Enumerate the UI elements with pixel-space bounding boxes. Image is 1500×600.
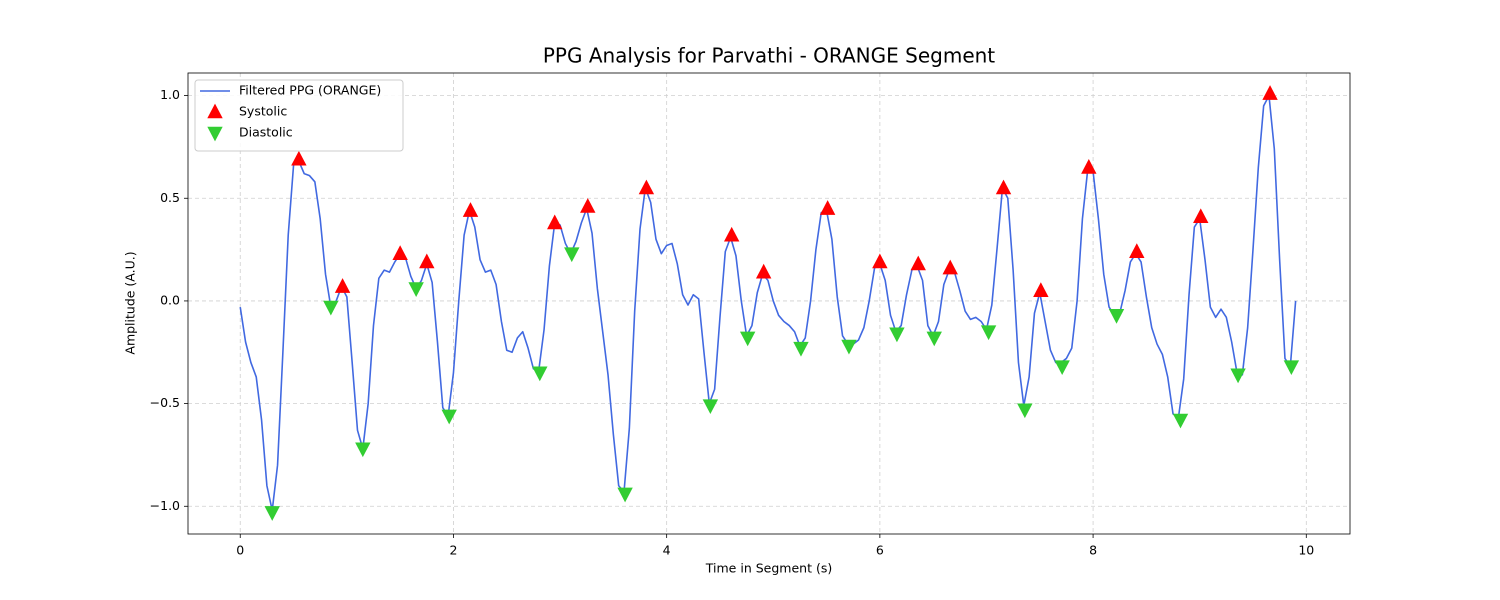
systolic-marker [392, 245, 408, 261]
diastolic-marker [441, 409, 457, 425]
y-tick-label: −0.5 [150, 395, 180, 410]
diastolic-marker [926, 331, 942, 347]
legend-label: Systolic [239, 104, 287, 119]
x-tick-label: 4 [663, 543, 671, 558]
diastolic-marker [355, 442, 371, 458]
systolic-marker [1193, 208, 1209, 224]
legend-label: Filtered PPG (ORANGE) [239, 83, 381, 98]
diastolic-marker [1108, 309, 1125, 324]
diastolic-marker [564, 247, 580, 263]
systolic-marker [1033, 282, 1049, 297]
diastolic-marker [702, 399, 719, 415]
systolic-marker [755, 263, 772, 279]
diastolic-marker [793, 341, 809, 357]
diastolic-marker [841, 339, 857, 355]
systolic-marker [1129, 243, 1145, 258]
diastolic-marker [408, 282, 424, 298]
diastolic-marker [1230, 368, 1246, 384]
systolic-marker [547, 214, 563, 230]
x-tick-label: 10 [1298, 543, 1314, 558]
x-tick-label: 2 [449, 543, 457, 558]
y-tick-label: 0.0 [160, 292, 180, 307]
diastolic-marker [1054, 360, 1070, 376]
systolic-marker [462, 202, 479, 217]
diastolic-marker [1283, 360, 1300, 376]
systolic-marker [819, 200, 836, 215]
x-tick-label: 0 [236, 543, 244, 558]
diastolic-marker [532, 366, 548, 382]
systolic-marker [334, 278, 351, 293]
diastolic-marker [739, 331, 756, 347]
y-tick-label: 1.0 [160, 87, 180, 102]
systolic-marker [1081, 159, 1097, 174]
legend-swatch [207, 126, 223, 142]
chart-title: PPG Analysis for Parvathi - ORANGE Segme… [543, 44, 995, 68]
y-tick-label: 0.5 [160, 190, 180, 205]
systolic-marker [1262, 85, 1278, 100]
legend-swatch [207, 103, 223, 119]
diastolic-marker [323, 300, 339, 316]
systolic-marker [638, 179, 655, 195]
systolic-marker [580, 198, 596, 213]
diastolic-marker [264, 506, 280, 521]
diastolic-marker [617, 487, 633, 503]
plot-frame [187, 72, 1351, 535]
diastolic-marker [889, 327, 905, 343]
systolic-marker [910, 255, 926, 271]
diastolic-marker [980, 325, 997, 341]
diastolic-marker [1172, 413, 1189, 429]
legend-label: Diastolic [239, 125, 293, 140]
systolic-marker [419, 253, 435, 269]
diastolic-marker [1017, 403, 1033, 419]
x-axis-label: Time in Segment (s) [705, 561, 832, 576]
systolic-marker [723, 226, 740, 242]
x-tick-label: 6 [876, 543, 884, 558]
systolic-marker [942, 259, 958, 275]
x-tick-label: 8 [1089, 543, 1097, 558]
legend-frame [194, 79, 404, 152]
y-axis-label: Amplitude (A.U.) [123, 251, 138, 354]
systolic-marker [872, 253, 888, 269]
y-tick-label: −1.0 [150, 498, 180, 513]
systolic-marker [995, 179, 1012, 195]
systolic-marker [291, 150, 307, 166]
